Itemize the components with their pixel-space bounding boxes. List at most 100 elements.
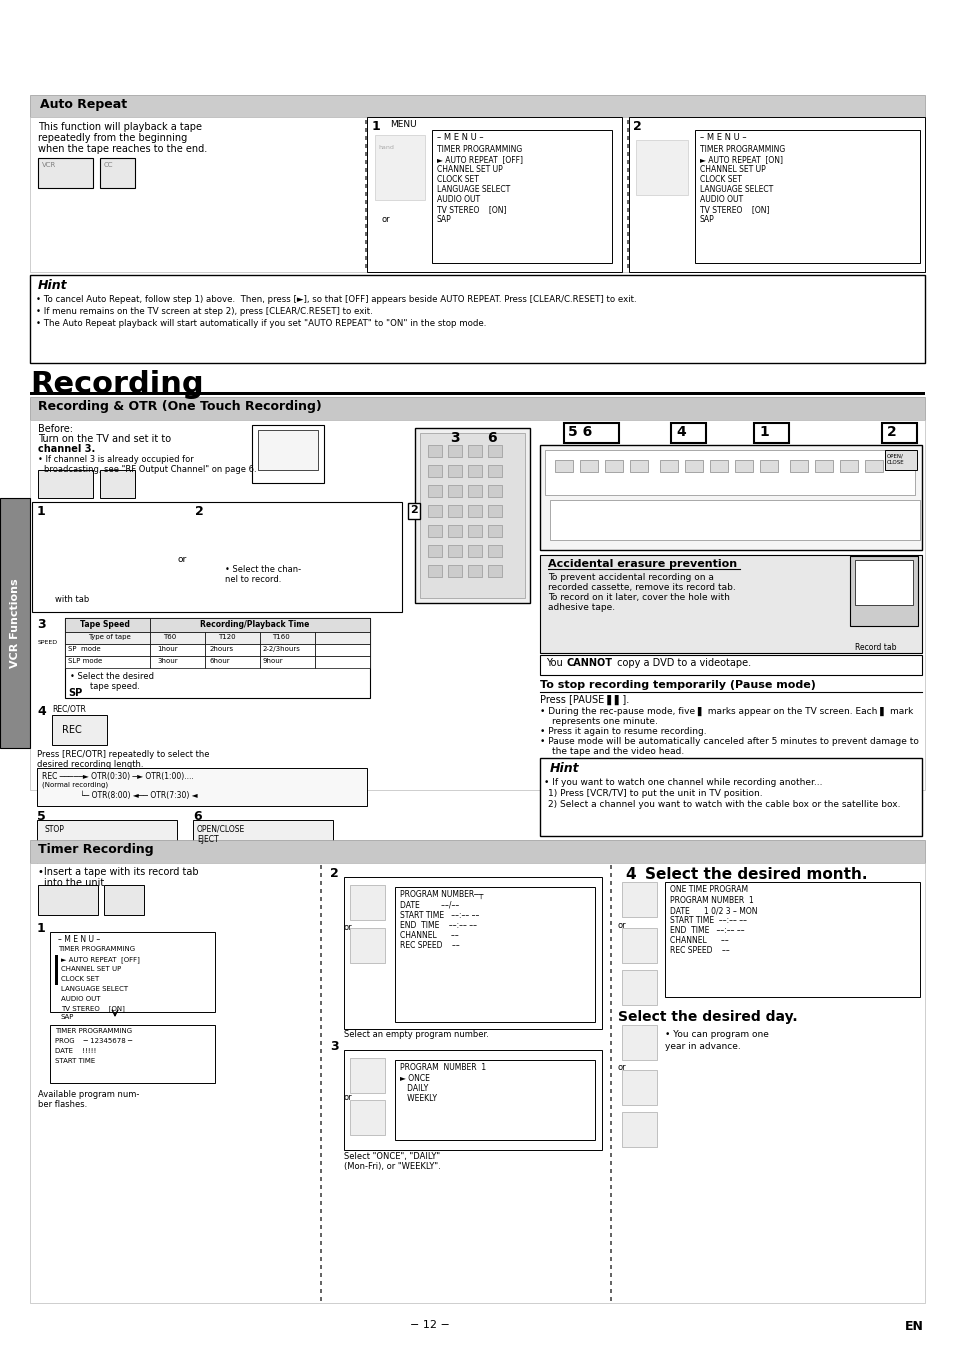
Text: • If menu remains on the TV screen at step 2), press [CLEAR/C.RESET] to exit.: • If menu remains on the TV screen at st… [36,307,373,316]
Bar [319,1273,322,1277]
Bar [609,1034,612,1038]
Bar [468,505,481,517]
Text: 2: 2 [330,867,338,880]
Bar [319,1017,322,1021]
Bar [314,632,370,644]
Text: with tab: with tab [55,594,90,604]
Text: EN: EN [904,1320,923,1333]
Bar [104,885,144,915]
Bar [432,130,612,263]
Text: You: You [545,658,565,667]
Bar [488,444,501,457]
Text: 3hour: 3hour [157,658,177,663]
Text: DATE         ––/––: DATE ––/–– [399,901,458,911]
Bar [350,1058,385,1093]
Bar [488,485,501,497]
Text: 2: 2 [886,426,896,439]
Text: ► ONCE: ► ONCE [399,1074,430,1084]
Text: 1: 1 [759,426,768,439]
Bar [609,1121,612,1125]
Bar [344,877,601,1029]
Bar [609,1242,612,1246]
Bar [609,1073,612,1077]
Bar [32,503,401,612]
Text: 1) Press [VCR/TV] to put the unit in TV position.: 1) Press [VCR/TV] to put the unit in TV … [547,789,761,798]
Bar [609,1025,612,1029]
Bar [609,952,612,957]
Bar [609,1042,612,1046]
Bar [260,657,314,667]
Bar [367,118,621,272]
Bar [609,1089,612,1093]
Text: TV STEREO    [ON]: TV STEREO [ON] [436,205,506,213]
Text: – M E N U –: – M E N U – [700,132,746,142]
Bar [319,1113,322,1117]
Bar [365,232,367,236]
Text: REC ─────► OTR(0:30) ─► OTR(1:00)....: REC ─────► OTR(0:30) ─► OTR(1:00).... [42,771,193,781]
Bar [319,985,322,989]
Bar [257,430,317,470]
Text: 3: 3 [37,617,46,631]
Bar [609,1297,612,1301]
Text: copy a DVD to a videotape.: copy a DVD to a videotape. [614,658,750,667]
Bar [609,889,612,893]
Text: adhesive tape.: adhesive tape. [547,603,615,612]
Bar [609,1256,612,1260]
Text: TIMER PROGRAMMING: TIMER PROGRAMMING [436,145,521,154]
Text: 5: 5 [37,811,46,823]
Text: START TIME  ––:–– ––: START TIME ––:–– –– [669,916,746,925]
Text: CHANNEL SET UP: CHANNEL SET UP [436,165,502,174]
Bar [395,888,595,1021]
Bar [319,1042,322,1046]
Text: Press [REC/OTR] repeatedly to select the: Press [REC/OTR] repeatedly to select the [37,750,210,759]
Bar [448,565,461,577]
Text: CHANNEL      ––: CHANNEL –– [399,931,458,940]
Text: AUDIO OUT: AUDIO OUT [61,996,100,1002]
Bar [468,485,481,497]
Bar [609,1265,612,1269]
Bar [609,1169,612,1173]
Text: 2: 2 [194,505,204,517]
Bar [621,1112,657,1147]
Bar [319,952,322,957]
Bar [365,240,367,245]
Bar [365,120,367,124]
Text: PROGRAM  NUMBER  1: PROGRAM NUMBER 1 [399,1063,486,1071]
Bar [350,1100,385,1135]
Text: LANGUAGE SELECT: LANGUAGE SELECT [700,185,773,195]
Bar [626,184,628,188]
Bar [428,565,441,577]
Bar [626,200,628,204]
Text: TIMER PROGRAMMING: TIMER PROGRAMMING [58,946,135,952]
Bar [609,1161,612,1165]
Text: WEEKLY: WEEKLY [399,1094,436,1102]
Text: 6: 6 [193,811,201,823]
Bar [319,1065,322,1069]
Text: broadcasting, see "RF Output Channel" on page 6.: broadcasting, see "RF Output Channel" on… [44,465,256,474]
Bar [488,505,501,517]
Bar [609,1113,612,1117]
Bar [448,465,461,477]
Bar [609,921,612,925]
Bar [609,1250,612,1252]
Bar [319,1281,322,1285]
Text: 2: 2 [410,505,417,515]
Text: • If you want to watch one channel while recording another...: • If you want to watch one channel while… [543,778,821,788]
Text: VCR: VCR [42,162,56,168]
Bar [65,632,150,644]
Bar [365,263,367,267]
Bar [563,423,618,443]
Bar [205,644,260,657]
Bar [555,459,573,471]
Text: year in advance.: year in advance. [664,1042,740,1051]
Text: MENU: MENU [390,120,416,128]
Bar [468,544,481,557]
Text: AUDIO OUT: AUDIO OUT [436,195,479,204]
Bar [609,1193,612,1197]
Bar [150,644,205,657]
Text: 1: 1 [37,505,46,517]
Text: REC/OTR: REC/OTR [52,705,86,713]
Bar [609,1177,612,1181]
Bar [260,632,314,644]
Text: − 12 −: − 12 − [410,1320,450,1329]
